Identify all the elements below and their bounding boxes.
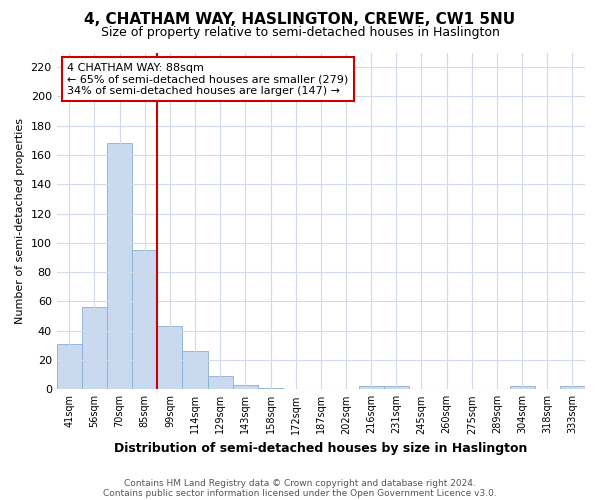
Bar	[82, 308, 107, 390]
Bar	[384, 386, 409, 390]
Y-axis label: Number of semi-detached properties: Number of semi-detached properties	[15, 118, 25, 324]
X-axis label: Distribution of semi-detached houses by size in Haslington: Distribution of semi-detached houses by …	[114, 442, 527, 455]
Bar	[258, 388, 283, 390]
Text: Size of property relative to semi-detached houses in Haslington: Size of property relative to semi-detach…	[101, 26, 499, 39]
Text: Contains public sector information licensed under the Open Government Licence v3: Contains public sector information licen…	[103, 488, 497, 498]
Bar	[233, 385, 258, 390]
Bar	[182, 351, 208, 390]
Text: 4, CHATHAM WAY, HASLINGTON, CREWE, CW1 5NU: 4, CHATHAM WAY, HASLINGTON, CREWE, CW1 5…	[85, 12, 515, 28]
Bar	[359, 386, 384, 390]
Bar	[560, 386, 585, 390]
Bar	[157, 326, 182, 390]
Bar	[107, 144, 132, 390]
Text: 4 CHATHAM WAY: 88sqm
← 65% of semi-detached houses are smaller (279)
34% of semi: 4 CHATHAM WAY: 88sqm ← 65% of semi-detac…	[67, 62, 349, 96]
Bar	[132, 250, 157, 390]
Bar	[56, 344, 82, 390]
Bar	[509, 386, 535, 390]
Bar	[208, 376, 233, 390]
Text: Contains HM Land Registry data © Crown copyright and database right 2024.: Contains HM Land Registry data © Crown c…	[124, 478, 476, 488]
